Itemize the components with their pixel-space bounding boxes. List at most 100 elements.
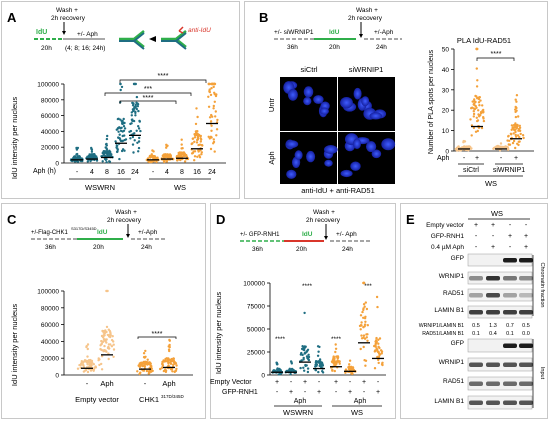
- a-point: [108, 160, 111, 163]
- c-point: [171, 370, 174, 373]
- a-ytick: 20000: [41, 145, 59, 152]
- a-point: [162, 153, 165, 157]
- c-point: [141, 364, 144, 368]
- e-sign: -: [475, 244, 478, 251]
- c-ytick: 20000: [41, 356, 59, 363]
- a-xtick: 4: [90, 169, 94, 176]
- c-point: [105, 350, 108, 353]
- a-point: [130, 118, 134, 122]
- a-point: [90, 148, 94, 151]
- c-point: [105, 289, 108, 293]
- d-point: [318, 364, 321, 368]
- a-point: [134, 103, 137, 107]
- b-point: [510, 128, 513, 131]
- b-point: [514, 98, 517, 101]
- fork-icon: [119, 30, 145, 50]
- b-col-siCtrl: siCtrl: [300, 65, 317, 74]
- d-ev-sign: -: [349, 379, 352, 386]
- a-point: [119, 127, 122, 130]
- d-point: [314, 368, 317, 372]
- a-point: [167, 155, 170, 158]
- c-point: [98, 363, 101, 367]
- a-point: [119, 138, 122, 141]
- b-nucleus: [294, 150, 303, 160]
- b-point: [472, 110, 475, 113]
- b-t2-text: 20h: [329, 44, 340, 51]
- b-point: [472, 107, 475, 110]
- b-point: [510, 133, 513, 136]
- a-point: [122, 117, 125, 121]
- c-point: [99, 344, 102, 347]
- e-band: [486, 293, 500, 298]
- a-point: [193, 140, 196, 143]
- d-point: [381, 361, 384, 364]
- b-point: [514, 115, 518, 119]
- b-ytick: 0: [445, 149, 449, 156]
- d-point: [361, 310, 364, 314]
- a-ytick: 40000: [41, 129, 59, 136]
- d-row-gfp: GFP-RNH1: [222, 389, 258, 396]
- e-sign: +: [508, 233, 512, 240]
- a-point: [121, 122, 124, 126]
- c-point: [112, 343, 115, 346]
- a-point: [180, 138, 183, 141]
- a-point: [132, 132, 135, 135]
- b-t3-text: 24h: [376, 44, 387, 51]
- e-band: [486, 381, 500, 386]
- b-point: [482, 119, 486, 123]
- a-ytick: 100000: [37, 82, 59, 89]
- c-point: [107, 334, 111, 337]
- a-point: [101, 151, 105, 154]
- b-t1-text: 36h: [287, 44, 298, 51]
- c-point: [90, 359, 94, 363]
- a-point: [200, 153, 203, 156]
- a-point: [180, 147, 183, 150]
- d-recovery-text: 2h recovery: [306, 217, 341, 224]
- a-point: [214, 115, 217, 118]
- d-point: [376, 355, 379, 359]
- b-aph-sign-1: -: [463, 155, 466, 162]
- a-wash-text: Wash +: [56, 7, 78, 14]
- a-point: [105, 161, 108, 164]
- c-point: [136, 370, 139, 373]
- d-point: [358, 324, 362, 328]
- a-ytick: 80000: [41, 97, 59, 104]
- d-point: [335, 355, 339, 358]
- a-point: [201, 144, 204, 147]
- b-point: [511, 126, 514, 130]
- e-band: [486, 310, 500, 315]
- a-point: [117, 136, 120, 140]
- b-nucleus: [340, 169, 353, 178]
- a-point: [210, 87, 213, 90]
- a-point: [135, 95, 139, 99]
- a-point: [208, 88, 211, 91]
- b-nucleus: [306, 150, 316, 163]
- b-point: [476, 97, 479, 100]
- d-point: [318, 362, 322, 365]
- a-group-ws: WS: [174, 183, 186, 192]
- b-sig: ****: [491, 51, 502, 58]
- d-point: [365, 333, 368, 336]
- b-point: [475, 85, 479, 88]
- c-point: [109, 343, 112, 346]
- d-gfp-sign: -: [335, 389, 338, 396]
- a-point: [180, 143, 183, 146]
- d-point: [348, 366, 352, 369]
- e-input-lamin: LAMIN B1: [434, 398, 464, 405]
- d-point: [275, 363, 279, 366]
- d-t3-text: 24h: [342, 246, 353, 253]
- e-band: [519, 400, 533, 405]
- a-point: [196, 155, 199, 158]
- c-point: [103, 330, 107, 333]
- e-blot-gfp: GFP: [451, 255, 464, 262]
- c-point: [170, 367, 174, 371]
- c-flag-sup: S317D/S345D: [71, 226, 97, 231]
- e-sign: +: [524, 233, 528, 240]
- d-sig-2: ****: [302, 283, 313, 290]
- a-ytick: 60000: [41, 113, 59, 120]
- c-point: [86, 370, 90, 374]
- e-condition-signs: + + - - - - + + - + - +: [474, 222, 528, 251]
- b-point: [479, 111, 483, 114]
- a-point: [199, 134, 202, 138]
- b-point: [474, 130, 478, 133]
